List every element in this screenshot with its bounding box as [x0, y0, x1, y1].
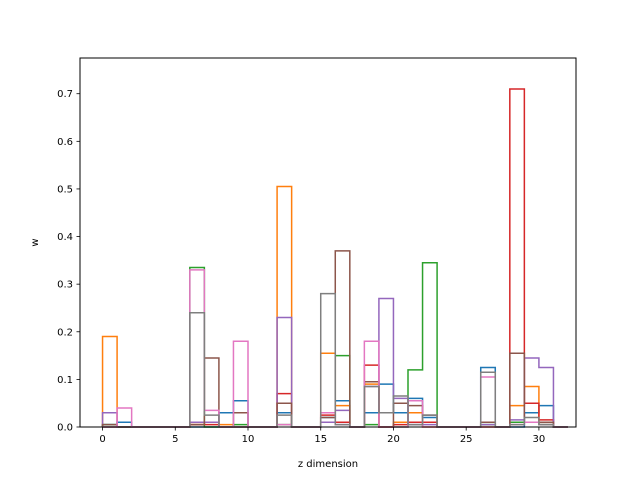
y-tick-label: 0.5	[57, 184, 73, 195]
y-tick-label: 0.7	[57, 89, 73, 100]
x-tick-label: 5	[172, 434, 178, 445]
y-tick-label: 0.0	[57, 423, 73, 434]
plot-background	[80, 58, 576, 427]
y-tick-label: 0.4	[57, 232, 73, 243]
y-tick-label: 0.6	[57, 137, 73, 148]
y-tick-label: 0.3	[57, 280, 73, 291]
x-tick-label: 15	[314, 434, 327, 445]
y-axis-label: w	[30, 238, 41, 246]
x-axis-label: z dimension	[298, 459, 358, 470]
histogram-series-6	[101, 250, 568, 428]
y-axis-ticks: 0.0 0.1 0.2 0.3 0.4 0.5 0.6 0.7	[57, 89, 80, 434]
y-tick-label: 0.1	[57, 375, 73, 386]
x-tick-label: 0	[99, 434, 105, 445]
x-tick-label: 20	[387, 434, 400, 445]
y-tick-label: 0.2	[57, 327, 73, 338]
x-tick-label: 10	[242, 434, 255, 445]
x-tick-label: 25	[460, 434, 473, 445]
x-axis-ticks: 0 5 10 15 20 25 30	[99, 427, 545, 445]
plot-frame	[79, 57, 577, 428]
x-tick-label: 30	[533, 434, 546, 445]
